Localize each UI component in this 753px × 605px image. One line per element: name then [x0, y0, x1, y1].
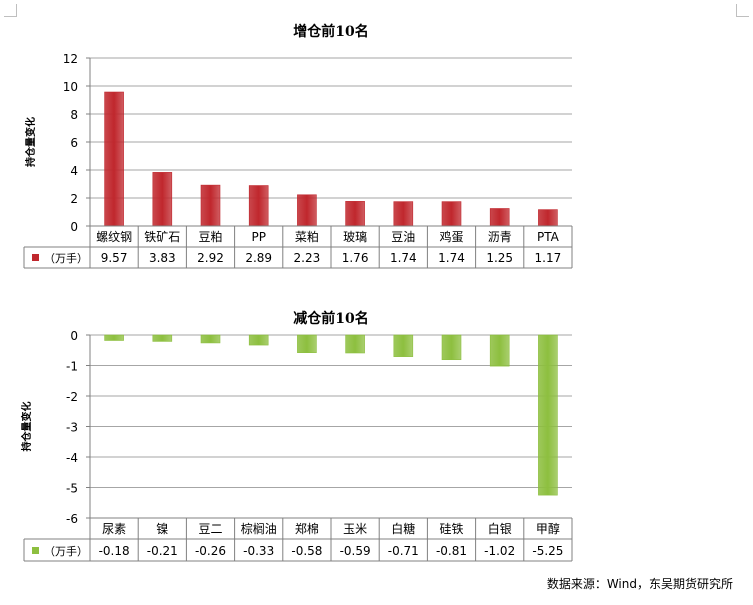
bar — [104, 334, 124, 341]
bar — [297, 334, 317, 353]
x-tick-label: 豆二 — [198, 522, 222, 536]
y-tick-label: -2 — [66, 390, 78, 404]
y-tick-label: 0 — [70, 220, 78, 234]
bar — [538, 334, 558, 496]
data-label: -0.58 — [291, 544, 322, 558]
bar — [248, 185, 269, 227]
bar — [489, 334, 510, 367]
x-tick-label: PTA — [537, 230, 560, 244]
x-tick-label: 菜粕 — [295, 229, 319, 244]
x-tick-label: 螺纹钢 — [96, 230, 132, 244]
x-tick-label: 白糖 — [391, 521, 415, 536]
chart-title: 减仓前10名 — [293, 310, 368, 327]
x-tick-label: 镍 — [156, 522, 168, 536]
y-tick-label: 10 — [63, 80, 78, 94]
y-tick-label: 0 — [70, 329, 78, 343]
bar — [248, 334, 269, 346]
bar — [441, 334, 462, 361]
y-tick-label: 12 — [63, 52, 78, 66]
x-tick-label: 郑棉 — [295, 521, 319, 536]
x-tick-label: 甲醇 — [536, 521, 560, 536]
data-label: 1.17 — [535, 251, 562, 265]
data-label: 3.83 — [149, 251, 176, 265]
x-tick-label: PP — [251, 230, 265, 244]
y-tick-label: -3 — [66, 421, 78, 435]
bar — [538, 209, 558, 227]
data-label: -0.81 — [436, 544, 467, 558]
legend-label: （万手） — [44, 544, 88, 558]
bar — [489, 208, 510, 227]
source-note: 数据来源：Wind，东吴期货研究所 — [546, 577, 733, 591]
x-tick-label: 豆粕 — [198, 229, 222, 244]
bar — [297, 194, 317, 227]
data-label: 1.74 — [438, 251, 465, 265]
data-label: 1.74 — [390, 251, 417, 265]
y-axis-label: 持仓量变化 — [20, 402, 33, 452]
bar — [152, 334, 173, 342]
bar — [200, 334, 221, 344]
y-tick-label: -1 — [66, 360, 78, 374]
data-label: -0.33 — [243, 544, 274, 558]
x-tick-label: 鸡蛋 — [439, 229, 463, 244]
y-tick-label: -4 — [66, 451, 78, 465]
data-label: 2.92 — [197, 251, 224, 265]
y-tick-label: -5 — [66, 482, 78, 496]
data-label: 2.23 — [294, 251, 321, 265]
x-tick-label: 豆油 — [391, 230, 415, 244]
data-label: -0.18 — [99, 544, 130, 558]
data-label: -0.59 — [340, 544, 371, 558]
y-tick-label: 4 — [70, 164, 78, 178]
y-tick-label: 6 — [70, 136, 78, 150]
y-tick-label: 8 — [70, 108, 78, 122]
x-tick-label: 玉米 — [343, 522, 367, 536]
data-label: -0.26 — [195, 544, 226, 558]
data-label: 9.57 — [101, 251, 128, 265]
data-label: 1.25 — [486, 251, 513, 265]
x-tick-label: 硅铁 — [439, 522, 463, 536]
bar — [104, 91, 124, 227]
data-label: -1.02 — [484, 544, 515, 558]
bar — [345, 201, 365, 227]
bar — [393, 334, 414, 357]
data-label: -0.21 — [147, 544, 178, 558]
y-tick-label: 2 — [70, 192, 78, 206]
bar — [200, 184, 221, 227]
data-label: 2.89 — [245, 251, 272, 265]
bar — [152, 172, 173, 227]
bar — [345, 334, 365, 354]
x-tick-label: 棕榈油 — [241, 521, 277, 536]
chart-title: 增仓前10名 — [293, 23, 368, 40]
bar — [441, 201, 462, 227]
x-tick-label: 铁矿石 — [144, 230, 180, 244]
y-axis-label: 持仓量变化 — [24, 117, 37, 167]
y-tick-label: -6 — [66, 512, 78, 526]
legend-swatch — [32, 547, 39, 554]
page-corner-mark — [4, 4, 17, 17]
page-corner-mark — [736, 4, 749, 17]
data-label: 1.76 — [342, 251, 369, 265]
legend-swatch — [32, 254, 39, 261]
bar — [393, 201, 414, 227]
legend-label: （万手） — [44, 251, 88, 265]
data-label: -5.25 — [532, 544, 563, 558]
x-tick-label: 沥青 — [488, 230, 512, 244]
data-label: -0.71 — [388, 544, 419, 558]
x-tick-label: 白银 — [488, 521, 512, 536]
x-tick-label: 尿素 — [102, 522, 126, 536]
x-tick-label: 玻璃 — [343, 230, 367, 244]
